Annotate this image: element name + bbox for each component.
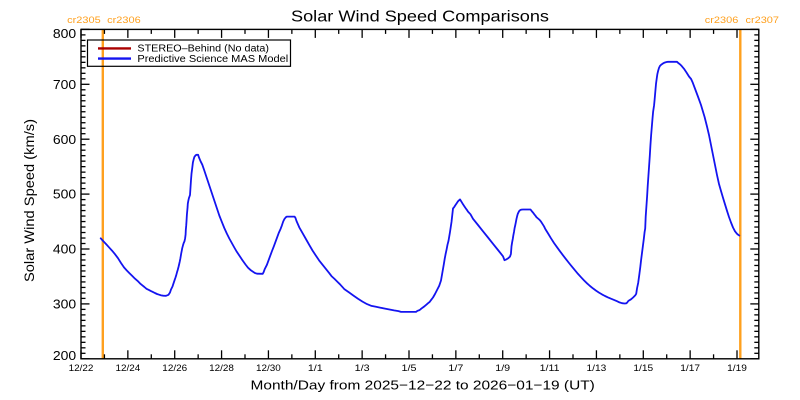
svg-text:12/22: 12/22: [69, 363, 94, 373]
svg-text:1/13: 1/13: [587, 363, 607, 373]
svg-text:300: 300: [53, 296, 76, 311]
svg-text:Solar Wind Speed Comparisons: Solar Wind Speed Comparisons: [291, 9, 549, 26]
svg-text:cr2306: cr2306: [107, 15, 141, 26]
svg-text:700: 700: [53, 77, 76, 92]
svg-text:1/15: 1/15: [633, 363, 653, 373]
svg-text:STEREO–Behind (No data): STEREO–Behind (No data): [137, 44, 269, 55]
svg-text:cr2306: cr2306: [705, 15, 739, 26]
svg-text:800: 800: [53, 26, 76, 41]
svg-text:1/11: 1/11: [540, 363, 560, 373]
svg-text:1/7: 1/7: [448, 363, 463, 373]
svg-text:500: 500: [53, 187, 76, 202]
svg-text:Solar Wind Speed (km/s): Solar Wind Speed (km/s): [22, 119, 37, 282]
svg-text:600: 600: [53, 132, 76, 147]
svg-text:200: 200: [53, 348, 76, 363]
svg-text:400: 400: [53, 242, 76, 257]
svg-text:cr2307: cr2307: [746, 15, 780, 26]
svg-text:1/5: 1/5: [402, 363, 417, 373]
svg-text:12/28: 12/28: [209, 363, 234, 373]
svg-text:1/19: 1/19: [727, 363, 747, 373]
svg-text:12/26: 12/26: [162, 363, 187, 373]
svg-text:1/17: 1/17: [680, 363, 700, 373]
svg-text:Month/Day from 2025−12−22 to 2: Month/Day from 2025−12−22 to 2026−01−19 …: [251, 377, 595, 392]
svg-text:12/24: 12/24: [115, 363, 140, 373]
svg-text:1/3: 1/3: [355, 363, 370, 373]
svg-text:12/30: 12/30: [256, 363, 281, 373]
svg-text:1/9: 1/9: [495, 363, 510, 373]
svg-text:Predictive Science MAS Model: Predictive Science MAS Model: [137, 54, 288, 65]
svg-text:cr2305: cr2305: [67, 15, 101, 26]
svg-text:1/1: 1/1: [308, 363, 323, 373]
